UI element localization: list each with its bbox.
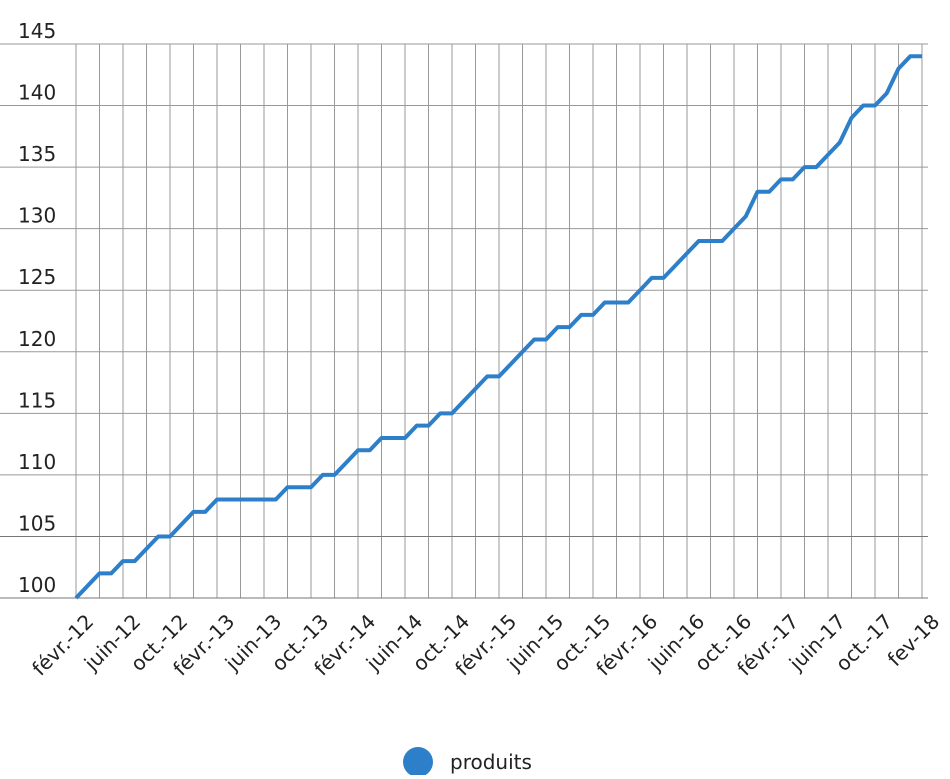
y-tick-label: 125 — [18, 265, 56, 289]
y-tick-label: 100 — [18, 573, 56, 597]
y-tick-label: 105 — [18, 511, 56, 535]
x-tick-label: févr.-12 — [27, 609, 98, 680]
legend-label: produits — [450, 750, 532, 774]
y-tick-label: 145 — [18, 19, 56, 43]
y-tick-label: 115 — [18, 388, 56, 412]
y-tick-label: 135 — [18, 142, 56, 166]
y-tick-label: 120 — [18, 327, 56, 351]
y-tick-label: 130 — [18, 204, 56, 228]
y-tick-label: 140 — [18, 81, 56, 105]
legend-marker — [403, 747, 433, 777]
y-tick-label: 110 — [18, 450, 56, 474]
line — [74, 54, 922, 600]
x-tick-label: fev-18 — [883, 609, 945, 671]
